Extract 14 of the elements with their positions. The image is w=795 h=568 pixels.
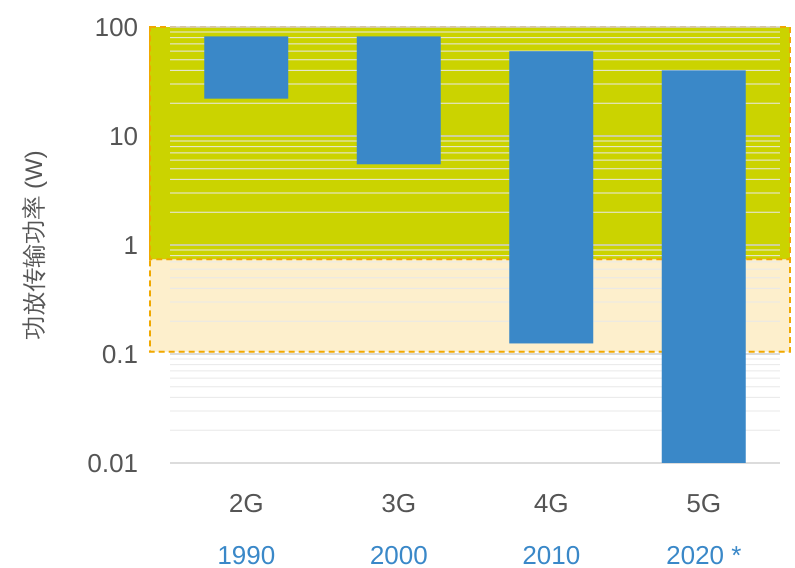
bar — [356, 36, 441, 164]
bar — [662, 70, 746, 463]
x-tick-label: 3G 2000 — [370, 488, 428, 568]
y-tick-label: 0.01 — [87, 448, 138, 478]
bar — [204, 36, 288, 99]
x-tick-label: 4G 2010 — [522, 488, 580, 568]
y-tick-label: 1 — [124, 230, 138, 260]
y-axis-title: 功放传输功率 (W) — [21, 150, 48, 340]
y-tick-label: 100 — [94, 12, 138, 42]
y-tick-label: 0.1 — [102, 339, 138, 369]
y-tick-label: 10 — [109, 121, 138, 151]
x-tick-label: 2G 1990 — [217, 488, 276, 568]
bar — [509, 51, 594, 344]
x-tick-label: 5G 2020 * — [666, 488, 742, 568]
